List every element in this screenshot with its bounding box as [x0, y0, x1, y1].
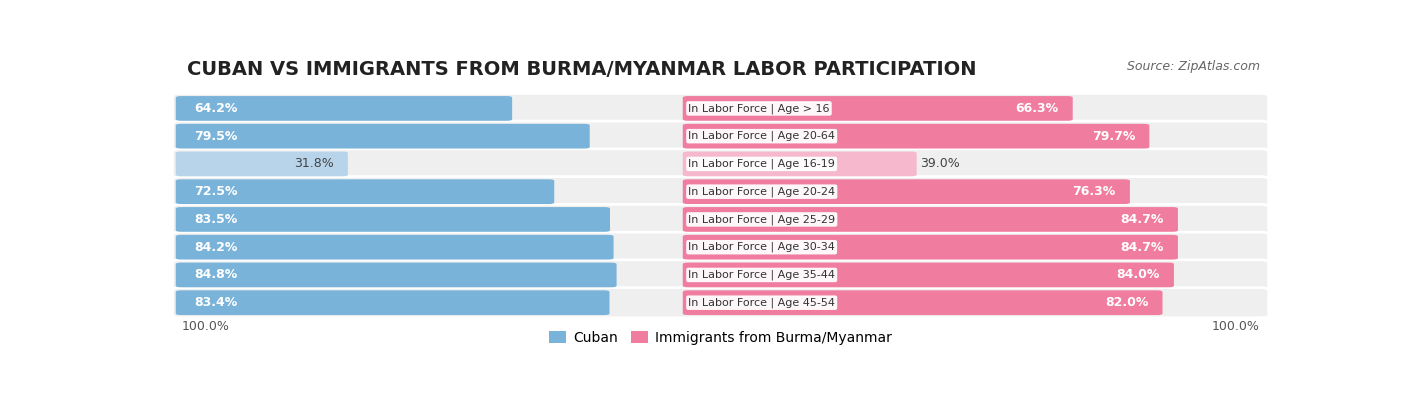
Text: In Labor Force | Age 25-29: In Labor Force | Age 25-29 [688, 214, 835, 225]
FancyBboxPatch shape [683, 179, 1130, 204]
FancyBboxPatch shape [683, 235, 1178, 260]
FancyBboxPatch shape [683, 207, 1178, 232]
Text: 82.0%: 82.0% [1105, 296, 1149, 309]
Text: 79.5%: 79.5% [194, 130, 238, 143]
FancyBboxPatch shape [176, 124, 589, 149]
FancyBboxPatch shape [176, 263, 617, 287]
FancyBboxPatch shape [173, 232, 1268, 262]
FancyBboxPatch shape [176, 235, 613, 260]
Text: 84.2%: 84.2% [194, 241, 238, 254]
Text: 84.7%: 84.7% [1121, 241, 1164, 254]
FancyBboxPatch shape [173, 260, 1268, 290]
Text: 72.5%: 72.5% [194, 185, 238, 198]
Legend: Cuban, Immigrants from Burma/Myanmar: Cuban, Immigrants from Burma/Myanmar [550, 331, 891, 344]
Text: In Labor Force | Age 16-19: In Labor Force | Age 16-19 [688, 159, 835, 169]
FancyBboxPatch shape [173, 149, 1268, 179]
FancyBboxPatch shape [176, 152, 347, 176]
Text: In Labor Force | Age 30-34: In Labor Force | Age 30-34 [688, 242, 835, 252]
FancyBboxPatch shape [176, 207, 610, 232]
Text: 84.8%: 84.8% [194, 269, 238, 282]
FancyBboxPatch shape [176, 96, 512, 121]
FancyBboxPatch shape [683, 124, 1149, 149]
FancyBboxPatch shape [683, 152, 917, 176]
Text: 79.7%: 79.7% [1092, 130, 1135, 143]
FancyBboxPatch shape [683, 263, 1174, 287]
Text: In Labor Force | Age 20-64: In Labor Force | Age 20-64 [688, 131, 835, 141]
Text: 66.3%: 66.3% [1015, 102, 1059, 115]
Text: In Labor Force | Age > 16: In Labor Force | Age > 16 [688, 103, 830, 114]
Text: 39.0%: 39.0% [920, 158, 960, 170]
Text: 84.7%: 84.7% [1121, 213, 1164, 226]
FancyBboxPatch shape [173, 204, 1268, 235]
FancyBboxPatch shape [176, 179, 554, 204]
Text: In Labor Force | Age 20-24: In Labor Force | Age 20-24 [688, 186, 835, 197]
FancyBboxPatch shape [176, 290, 609, 315]
Text: 100.0%: 100.0% [181, 320, 229, 333]
Text: 83.5%: 83.5% [194, 213, 238, 226]
Text: 83.4%: 83.4% [194, 296, 238, 309]
Text: Source: ZipAtlas.com: Source: ZipAtlas.com [1128, 60, 1260, 73]
Text: 100.0%: 100.0% [1212, 320, 1260, 333]
Text: 76.3%: 76.3% [1073, 185, 1116, 198]
Text: In Labor Force | Age 35-44: In Labor Force | Age 35-44 [688, 270, 835, 280]
FancyBboxPatch shape [173, 177, 1268, 207]
Text: CUBAN VS IMMIGRANTS FROM BURMA/MYANMAR LABOR PARTICIPATION: CUBAN VS IMMIGRANTS FROM BURMA/MYANMAR L… [187, 60, 976, 79]
FancyBboxPatch shape [173, 288, 1268, 318]
Text: 31.8%: 31.8% [294, 158, 333, 170]
FancyBboxPatch shape [683, 96, 1073, 121]
FancyBboxPatch shape [173, 121, 1268, 151]
Text: 84.0%: 84.0% [1116, 269, 1160, 282]
FancyBboxPatch shape [173, 93, 1268, 124]
Text: 64.2%: 64.2% [194, 102, 238, 115]
Text: In Labor Force | Age 45-54: In Labor Force | Age 45-54 [688, 297, 835, 308]
FancyBboxPatch shape [683, 290, 1163, 315]
